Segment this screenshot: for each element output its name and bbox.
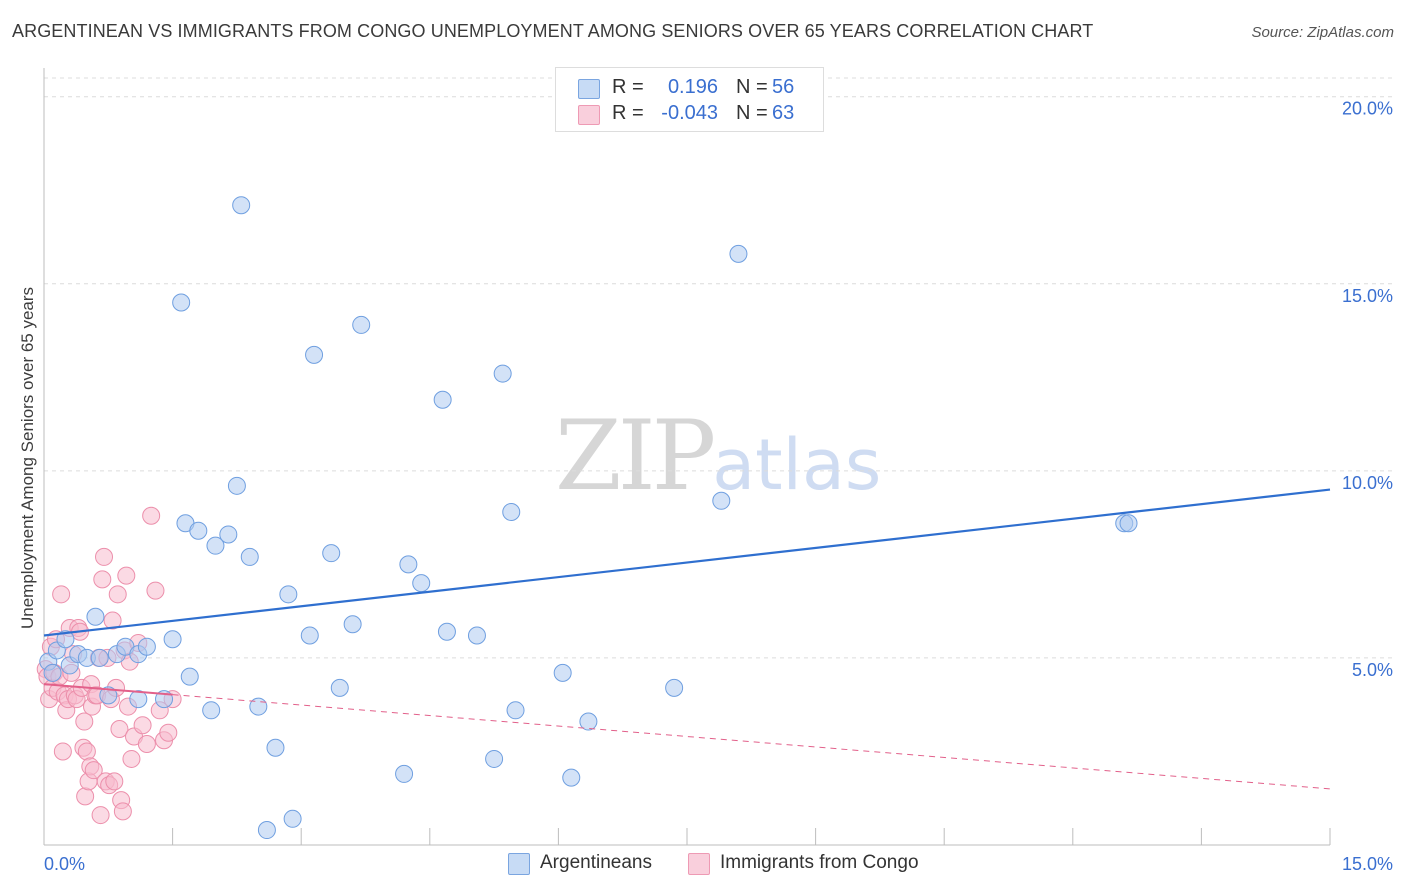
y-tick-label: 10.0% (1342, 473, 1393, 493)
n-label: N = (736, 102, 768, 124)
argentinean-point (240, 547, 259, 566)
congo-point (75, 712, 94, 731)
congo-point (53, 742, 72, 761)
argentinean-point (467, 626, 486, 645)
congo-point (113, 802, 132, 821)
congo-point (105, 772, 124, 791)
r-value-congo: -0.043 (661, 102, 718, 124)
argentinean-point (579, 712, 598, 731)
n-value-argentineans: 56 (772, 76, 795, 98)
argentinean-point (395, 764, 414, 783)
argentinean-point (257, 821, 276, 840)
congo-point (137, 734, 156, 753)
congo-point (91, 806, 110, 825)
argentinean-point (283, 809, 302, 828)
argentinean-point (322, 544, 341, 563)
argentinean-point (227, 476, 246, 495)
argentinean-point (99, 686, 118, 705)
argentinean-point (437, 622, 456, 641)
argentinean-point (553, 663, 572, 682)
watermark-zip: ZIP (555, 400, 716, 512)
n-label: N = (736, 76, 768, 98)
argentinean-point (506, 701, 525, 720)
legend-label-congo: Immigrants from Congo (720, 852, 919, 873)
argentinean-point (279, 585, 298, 604)
argentinean-point (86, 607, 105, 626)
argentinean-point (202, 701, 221, 720)
congo-point (76, 787, 95, 806)
y-tick-label: 20.0% (1342, 99, 1393, 119)
x-tick-label: 15.0% (1342, 854, 1393, 874)
congo-point (52, 585, 71, 604)
congo-trendline-dashed (172, 694, 1331, 790)
argentinean-point (266, 738, 285, 757)
blue-swatch (508, 853, 530, 875)
congo-point (146, 581, 165, 600)
argentinean-point (43, 663, 62, 682)
stats-box: R = 0.196 N = 56 R = -0.043 N = 63 (555, 67, 824, 132)
argentinean-point (305, 345, 324, 364)
y-tick-label: 15.0% (1342, 286, 1393, 306)
argentinean-point (399, 555, 418, 574)
argentinean-point (219, 525, 238, 544)
argentinean-point (189, 521, 208, 540)
congo-point (159, 723, 178, 742)
argentinean-point (433, 390, 452, 409)
argentinean-point (352, 315, 371, 334)
watermark: ZIPatlas (555, 400, 881, 512)
congo-point (108, 585, 127, 604)
argentinean-point (232, 196, 251, 215)
argentinean-point (172, 293, 191, 312)
source-credit: Source: ZipAtlas.com (1251, 24, 1394, 41)
pink-swatch (578, 105, 600, 125)
argentinean-point (412, 574, 431, 593)
argentinean-point (163, 630, 182, 649)
r-label: R = (612, 76, 644, 98)
congo-point (95, 547, 114, 566)
argentinean-point (1119, 514, 1138, 533)
r-label: R = (612, 102, 644, 124)
argentinean-point (562, 768, 581, 787)
argentinean-point (493, 364, 512, 383)
argentinean-point (343, 615, 362, 634)
congo-point (110, 720, 129, 739)
argentinean-point (137, 637, 156, 656)
blue-swatch (578, 79, 600, 99)
congo-point (133, 716, 152, 735)
congo-point (77, 742, 96, 761)
watermark-atlas: atlas (712, 424, 882, 506)
congo-point (93, 570, 112, 589)
chart-title: ARGENTINEAN VS IMMIGRANTS FROM CONGO UNE… (12, 21, 1094, 41)
argentinean-point (300, 626, 319, 645)
argentinean-point (129, 690, 148, 709)
pink-swatch (688, 853, 710, 875)
argentinean-point (712, 491, 731, 510)
argentinean-point (206, 536, 225, 555)
argentinean-point (665, 678, 684, 697)
argentinean-point (56, 630, 75, 649)
argentinean-point (485, 749, 504, 768)
argentinean-trendline (43, 488, 1331, 637)
x-tick-label: 0.0% (44, 854, 85, 874)
legend-label-argentineans: Argentineans (540, 852, 652, 873)
argentinean-point (330, 678, 349, 697)
argentinean-point (180, 667, 199, 686)
y-tick-label: 5.0% (1352, 660, 1393, 680)
argentinean-point (729, 244, 748, 263)
congo-point (122, 749, 141, 768)
n-value-congo: 63 (772, 102, 795, 124)
argentinean-point (502, 503, 521, 522)
congo-trendline-solid (43, 683, 173, 696)
y-axis-label: Unemployment Among Seniors over 65 years (18, 286, 37, 630)
congo-point (84, 761, 103, 780)
congo-point (117, 566, 136, 585)
congo-point (103, 611, 122, 630)
r-value-argentineans: 0.196 (667, 76, 718, 98)
congo-point (142, 506, 161, 525)
argentinean-point (90, 648, 109, 667)
